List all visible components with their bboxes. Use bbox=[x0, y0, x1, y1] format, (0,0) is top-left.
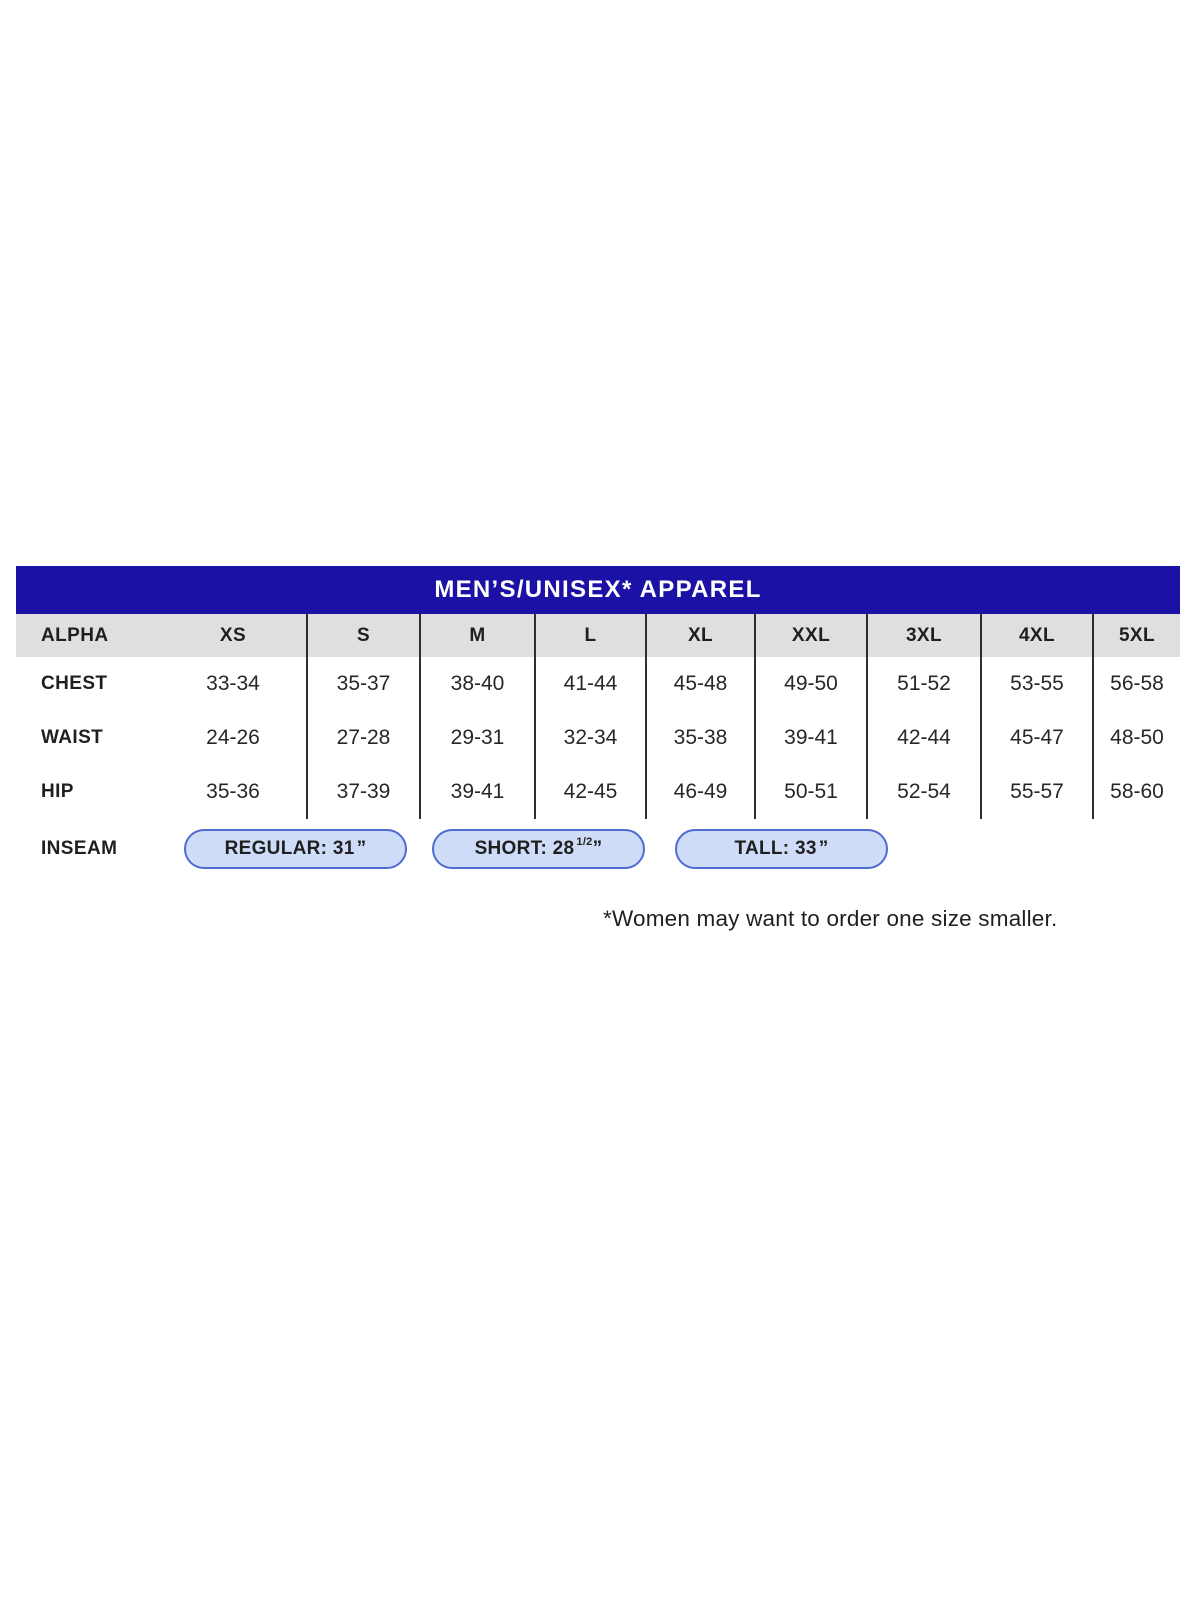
inseam-pill-tall-text: TALL: 33 bbox=[734, 838, 817, 859]
inseam-pill-short: SHORT: 28 1/2 ” bbox=[432, 829, 645, 869]
col-header-l: L bbox=[535, 614, 647, 657]
row-label-inseam: INSEAM bbox=[41, 838, 118, 859]
size-table: ALPHA XS S M L XL XXL 3XL 4XL 5XL CHEST … bbox=[16, 614, 1180, 819]
chest-xs: 33-34 bbox=[160, 657, 308, 711]
waist-xl: 35-38 bbox=[646, 711, 756, 765]
waist-l: 32-34 bbox=[535, 711, 647, 765]
chest-m: 38-40 bbox=[420, 657, 536, 711]
row-label-chest: CHEST bbox=[41, 673, 108, 694]
chart-title: MEN’S/UNISEX* APPAREL bbox=[434, 576, 762, 603]
table-row-waist: WAIST 24-26 27-28 29-31 32-34 35-38 39-4… bbox=[16, 711, 1180, 765]
chest-3xl: 51-52 bbox=[867, 657, 982, 711]
col-header-xl: XL bbox=[646, 614, 756, 657]
hip-s: 37-39 bbox=[307, 765, 421, 819]
col-header-5xl: 5XL bbox=[1118, 624, 1156, 646]
waist-3xl: 42-44 bbox=[867, 711, 982, 765]
inseam-pill-regular-suffix: ” bbox=[356, 838, 367, 859]
col-header-3xl: 3XL bbox=[867, 614, 982, 657]
row-label-waist: WAIST bbox=[41, 727, 104, 748]
inseam-pill-short-text: SHORT: 28 bbox=[474, 838, 575, 859]
col-header-xxl: XXL bbox=[755, 614, 868, 657]
col-header-4xl: 4XL bbox=[981, 614, 1094, 657]
inseam-pill-regular-text: REGULAR: 31 bbox=[224, 838, 355, 859]
footnote: *Women may want to order one size smalle… bbox=[603, 906, 1058, 931]
inseam-pill-short-sup: 1/2 bbox=[576, 836, 593, 848]
col-header-alpha: ALPHA bbox=[41, 624, 109, 646]
table-row-hip: HIP 35-36 37-39 39-41 42-45 46-49 50-51 … bbox=[16, 765, 1180, 819]
waist-s: 27-28 bbox=[307, 711, 421, 765]
col-header-s: S bbox=[307, 614, 421, 657]
hip-xxl: 50-51 bbox=[755, 765, 868, 819]
chest-5xl: 56-58 bbox=[1110, 672, 1164, 695]
size-header-row: ALPHA XS S M L XL XXL 3XL 4XL 5XL bbox=[16, 614, 1180, 657]
hip-l: 42-45 bbox=[535, 765, 647, 819]
inseam-pill-tall-suffix: ” bbox=[818, 838, 829, 859]
size-chart: MEN’S/UNISEX* APPAREL ALPHA XS S M L XL … bbox=[16, 566, 1180, 869]
table-row-chest: CHEST 33-34 35-37 38-40 41-44 45-48 49-5… bbox=[16, 657, 1180, 711]
hip-3xl: 52-54 bbox=[867, 765, 982, 819]
chart-title-bar: MEN’S/UNISEX* APPAREL bbox=[16, 566, 1180, 614]
hip-xs: 35-36 bbox=[160, 765, 308, 819]
waist-xs: 24-26 bbox=[160, 711, 308, 765]
waist-5xl: 48-50 bbox=[1110, 726, 1164, 749]
waist-4xl: 45-47 bbox=[981, 711, 1094, 765]
hip-5xl: 58-60 bbox=[1110, 780, 1164, 803]
inseam-pill-regular: REGULAR: 31 ” bbox=[184, 829, 407, 869]
chest-xxl: 49-50 bbox=[755, 657, 868, 711]
chest-s: 35-37 bbox=[307, 657, 421, 711]
hip-xl: 46-49 bbox=[646, 765, 756, 819]
row-label-hip: HIP bbox=[41, 781, 74, 802]
col-header-xs: XS bbox=[160, 614, 308, 657]
hip-m: 39-41 bbox=[420, 765, 536, 819]
col-header-m: M bbox=[420, 614, 536, 657]
inseam-row: INSEAM REGULAR: 31 ” SHORT: 28 1/2 ” TAL… bbox=[16, 829, 1180, 869]
chest-xl: 45-48 bbox=[646, 657, 756, 711]
waist-xxl: 39-41 bbox=[755, 711, 868, 765]
inseam-pill-tall: TALL: 33 ” bbox=[675, 829, 888, 869]
chest-4xl: 53-55 bbox=[981, 657, 1094, 711]
inseam-pill-short-suffix: ” bbox=[592, 838, 603, 859]
waist-m: 29-31 bbox=[420, 711, 536, 765]
hip-4xl: 55-57 bbox=[981, 765, 1094, 819]
chest-l: 41-44 bbox=[535, 657, 647, 711]
